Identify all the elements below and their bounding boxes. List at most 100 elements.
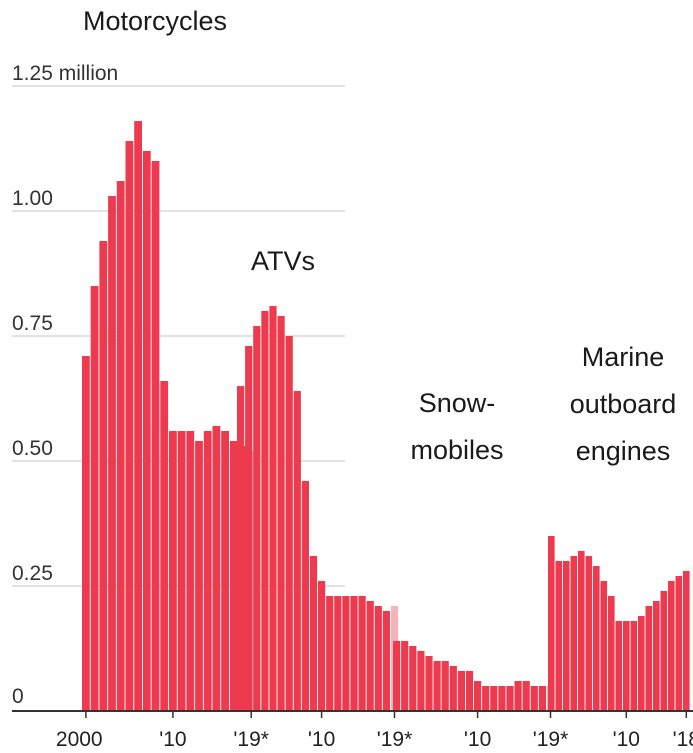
bar [309, 556, 318, 711]
bar [342, 596, 350, 711]
bar [212, 426, 221, 711]
series-label: Marine [582, 342, 665, 372]
bar [358, 596, 366, 711]
bar [261, 311, 269, 711]
bar [623, 621, 630, 711]
bar [374, 606, 382, 711]
series-label: mobiles [410, 435, 503, 465]
bar [570, 556, 578, 711]
bar [585, 556, 593, 711]
bar [506, 686, 514, 711]
series-label: Motorcycles [83, 6, 227, 36]
bar [203, 431, 212, 711]
bar [277, 316, 285, 711]
series-label: engines [576, 436, 671, 466]
bar [237, 386, 245, 711]
bar [675, 576, 683, 711]
bar [401, 641, 409, 711]
bar [334, 596, 342, 711]
bar [293, 391, 301, 711]
bar [393, 641, 401, 711]
y-axis-ticks: 1.25 million 1.00 0.75 0.50 0.25 0 [12, 62, 118, 708]
bar [417, 651, 425, 711]
bars [82, 121, 690, 711]
bar [514, 681, 522, 711]
x-tick-label: '18 [673, 728, 693, 751]
bar [433, 661, 441, 711]
bar [548, 536, 555, 711]
bar [482, 686, 490, 711]
bar [326, 596, 334, 711]
bar [221, 431, 229, 711]
bar [169, 431, 177, 711]
bar [638, 616, 645, 711]
bar [530, 686, 538, 711]
series-label: outboard [570, 389, 677, 419]
bar [578, 551, 585, 711]
bar [498, 686, 506, 711]
bar [425, 656, 433, 711]
y-tick-label: 1.25 million [12, 62, 118, 85]
bar [563, 561, 570, 711]
series-labels: Motorcycles ATVs Snow-mobiles Marine outboar… [83, 6, 676, 466]
bar [600, 581, 608, 711]
series-label: Snow- [419, 388, 496, 418]
bar [186, 431, 195, 711]
bar [90, 286, 99, 711]
bar [449, 666, 457, 711]
x-tick-label: '10 [613, 728, 640, 751]
bar [474, 681, 482, 711]
y-tick-label: 0.25 [12, 562, 53, 585]
bar [116, 181, 125, 711]
x-tick-label: '19* [233, 728, 269, 751]
bar [195, 441, 203, 711]
bar [99, 241, 108, 711]
bar [668, 581, 675, 711]
bar [555, 561, 563, 711]
bar [229, 441, 238, 711]
bar [593, 566, 600, 711]
bar [630, 621, 638, 711]
bar [160, 381, 169, 711]
series-label: ATVs [251, 246, 315, 276]
bar [366, 601, 374, 711]
x-tick-label: 2000 [56, 728, 103, 751]
bar [301, 481, 309, 711]
bar [125, 141, 134, 711]
bar [350, 596, 358, 711]
bar [465, 671, 474, 711]
x-tick-label: '19* [533, 728, 569, 751]
bar [683, 571, 690, 711]
bar [177, 431, 186, 711]
bar [318, 581, 326, 711]
bar [490, 686, 498, 711]
bar [108, 196, 116, 711]
bar [142, 151, 151, 711]
x-tick-label: '10 [308, 728, 335, 751]
x-tick-label: '19* [377, 728, 413, 751]
bar [653, 601, 660, 711]
bar [409, 646, 417, 711]
bar [134, 121, 142, 711]
bar [522, 681, 530, 711]
bar [253, 326, 261, 711]
y-tick-label: 0.75 [12, 312, 53, 335]
bar [245, 346, 253, 711]
x-tick-label: '10 [159, 728, 186, 751]
y-tick-label: 1.00 [12, 187, 53, 210]
bar [660, 591, 668, 711]
bar [382, 611, 390, 711]
bar [269, 306, 277, 711]
x-axis-ticks: 2000 '10 '19* '10 '19* '10 '19* '10 '18 [56, 711, 693, 751]
bar [457, 671, 465, 711]
bar [82, 356, 90, 711]
bar [645, 606, 653, 711]
y-tick-label: 0.50 [12, 437, 53, 460]
bar [441, 661, 449, 711]
x-tick-label: '10 [464, 728, 491, 751]
bar [151, 161, 160, 711]
bar [608, 596, 615, 711]
y-tick-label: 0 [12, 685, 24, 708]
bar [538, 686, 546, 711]
